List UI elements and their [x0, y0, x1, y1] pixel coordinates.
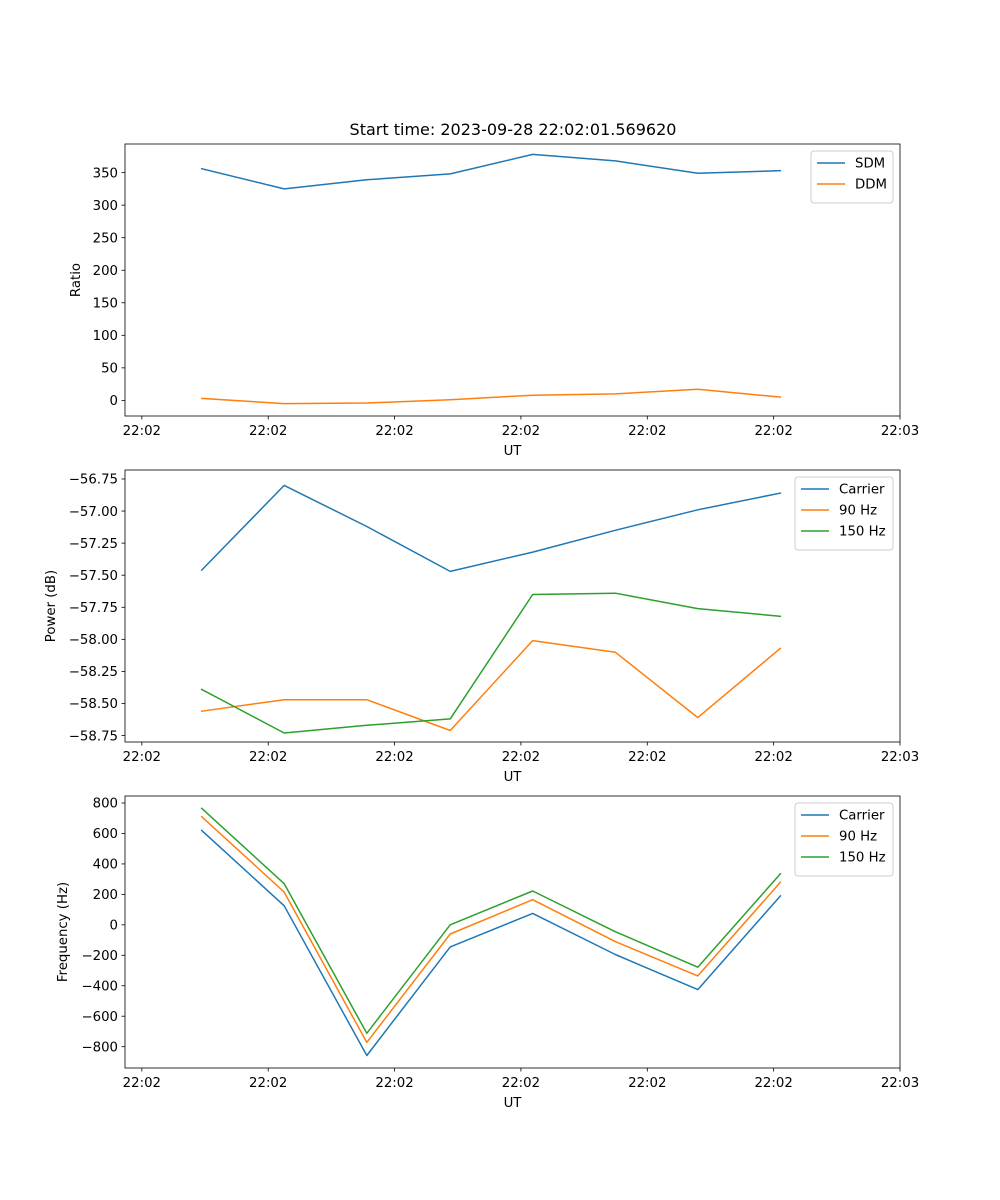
frequency-x-tick-label: 22:02: [502, 1076, 540, 1091]
frequency-x-tick-label: 22:02: [628, 1076, 666, 1091]
ratio-y-tick-label: 0: [110, 394, 118, 409]
power-series-line-90-hz: [200, 639, 782, 732]
ratio-x-tick-label: 22:02: [502, 424, 540, 439]
power-y-tick-label: −58.75: [69, 729, 118, 744]
ratio-legend-box: [810, 150, 894, 204]
ratio-plot-area: [125, 144, 900, 416]
power-plot-area: [125, 470, 900, 742]
frequency-axes-frame: [124, 795, 901, 1069]
ratio-x-tick-label: 22:02: [375, 424, 413, 439]
power-x-tick-label: 22:02: [628, 750, 666, 765]
power-y-tick-label: −58.25: [69, 665, 118, 680]
ratio-x-tick-label: 22:03: [881, 424, 919, 439]
power-axes-frame: [124, 469, 901, 743]
power-legend: Carrier 90 Hz 150 Hz: [794, 476, 894, 551]
power-legend-label-90-hz: 90 Hz: [839, 504, 877, 519]
ratio-x-tick-label: 22:02: [123, 424, 161, 439]
power-y-tick-label: −57.00: [69, 505, 118, 520]
frequency-y-tick-label: 0: [110, 919, 118, 934]
ratio-y-axis-label: Ratio: [69, 263, 84, 297]
figure-title: Start time: 2023-09-28 22:02:01.569620: [350, 120, 677, 139]
frequency-x-tick-label: 22:02: [249, 1076, 287, 1091]
ratio-x-axis-label: UT: [504, 444, 523, 459]
ratio-axes-frame: [124, 143, 901, 417]
power-x-tick-label: 22:02: [754, 750, 792, 765]
frequency-x-tick-label: 22:02: [123, 1076, 161, 1091]
ratio-legend-label-sdm: SDM: [855, 157, 885, 172]
frequency-y-tick-label: −400: [81, 979, 118, 994]
power-x-tick-label: 22:02: [123, 750, 161, 765]
ratio-y-tick-label: 150: [93, 296, 118, 311]
frequency-legend: Carrier 90 Hz 150 Hz: [794, 802, 894, 877]
power-x-tick-label: 22:03: [881, 750, 919, 765]
power-x-axis-label: UT: [504, 770, 523, 785]
frequency-y-tick-label: 400: [93, 858, 118, 873]
ratio-chart: 22:02 22:02 22:02 22:02 22:02 22:02 22:03 0 50 10…: [69, 143, 919, 459]
frequency-series-line-90-hz: [200, 815, 782, 1044]
ratio-y-tick-label: 100: [93, 329, 118, 344]
frequency-y-tick-label: 800: [93, 797, 118, 812]
power-legend-label-carrier: Carrier: [839, 483, 885, 498]
frequency-y-tick-label: 600: [93, 827, 118, 842]
ratio-y-tick-label: 350: [93, 166, 118, 181]
frequency-y-tick-label: −200: [81, 949, 118, 964]
power-y-tick-label: −57.50: [69, 569, 118, 584]
power-series-line-carrier: [200, 484, 782, 573]
frequency-x-tick-label: 22:02: [754, 1076, 792, 1091]
frequency-x-axis-label: UT: [504, 1096, 523, 1111]
ratio-series-line-ddm: [200, 388, 782, 405]
ratio-x-tick-label: 22:02: [628, 424, 666, 439]
chart-panels: 22:02 22:02 22:02 22:02 22:02 22:02 22:03 0 50 10…: [44, 143, 919, 1111]
power-x-tick-label: 22:02: [249, 750, 287, 765]
power-chart: 22:02 22:02 22:02 22:02 22:02 22:02 22:03 −58.7…: [44, 469, 919, 785]
power-y-tick-label: −57.25: [69, 537, 118, 552]
power-series-line-150-hz: [200, 592, 782, 734]
power-y-axis-label: Power (dB): [44, 570, 59, 642]
power-x-tick-label: 22:02: [375, 750, 413, 765]
ratio-y-tick-label: 300: [93, 199, 118, 214]
frequency-legend-label-90-hz: 90 Hz: [839, 830, 877, 845]
power-y-tick-label: −56.75: [69, 473, 118, 488]
ratio-y-tick-label: 200: [93, 264, 118, 279]
power-y-tick-label: −57.75: [69, 601, 118, 616]
ratio-x-tick-label: 22:02: [754, 424, 792, 439]
power-y-tick-label: −58.50: [69, 697, 118, 712]
frequency-chart: 22:02 22:02 22:02 22:02 22:02 22:02 22:03 −800 −…: [56, 795, 919, 1111]
ratio-y-tick-label: 50: [101, 362, 118, 377]
frequency-series-line-carrier: [200, 829, 782, 1057]
power-y-tick-label: −58.00: [69, 633, 118, 648]
frequency-y-tick-label: −600: [81, 1010, 118, 1025]
ratio-legend: SDM DDM: [810, 150, 894, 204]
frequency-x-tick-label: 22:02: [375, 1076, 413, 1091]
ratio-y-tick-label: 250: [93, 231, 118, 246]
frequency-x-tick-label: 22:03: [881, 1076, 919, 1091]
ratio-legend-label-ddm: DDM: [855, 178, 887, 193]
frequency-series-line-150-hz: [200, 807, 782, 1035]
frequency-y-tick-label: −800: [81, 1040, 118, 1055]
frequency-y-tick-label: 200: [93, 888, 118, 903]
ratio-x-tick-label: 22:02: [249, 424, 287, 439]
frequency-y-axis-label: Frequency (Hz): [56, 882, 71, 982]
frequency-legend-label-carrier: Carrier: [839, 809, 885, 824]
ratio-series-line-sdm: [200, 153, 782, 190]
power-x-tick-label: 22:02: [502, 750, 540, 765]
frequency-legend-label-150-hz: 150 Hz: [839, 851, 886, 866]
frequency-plot-area: [125, 796, 900, 1068]
power-legend-label-150-hz: 150 Hz: [839, 525, 886, 540]
